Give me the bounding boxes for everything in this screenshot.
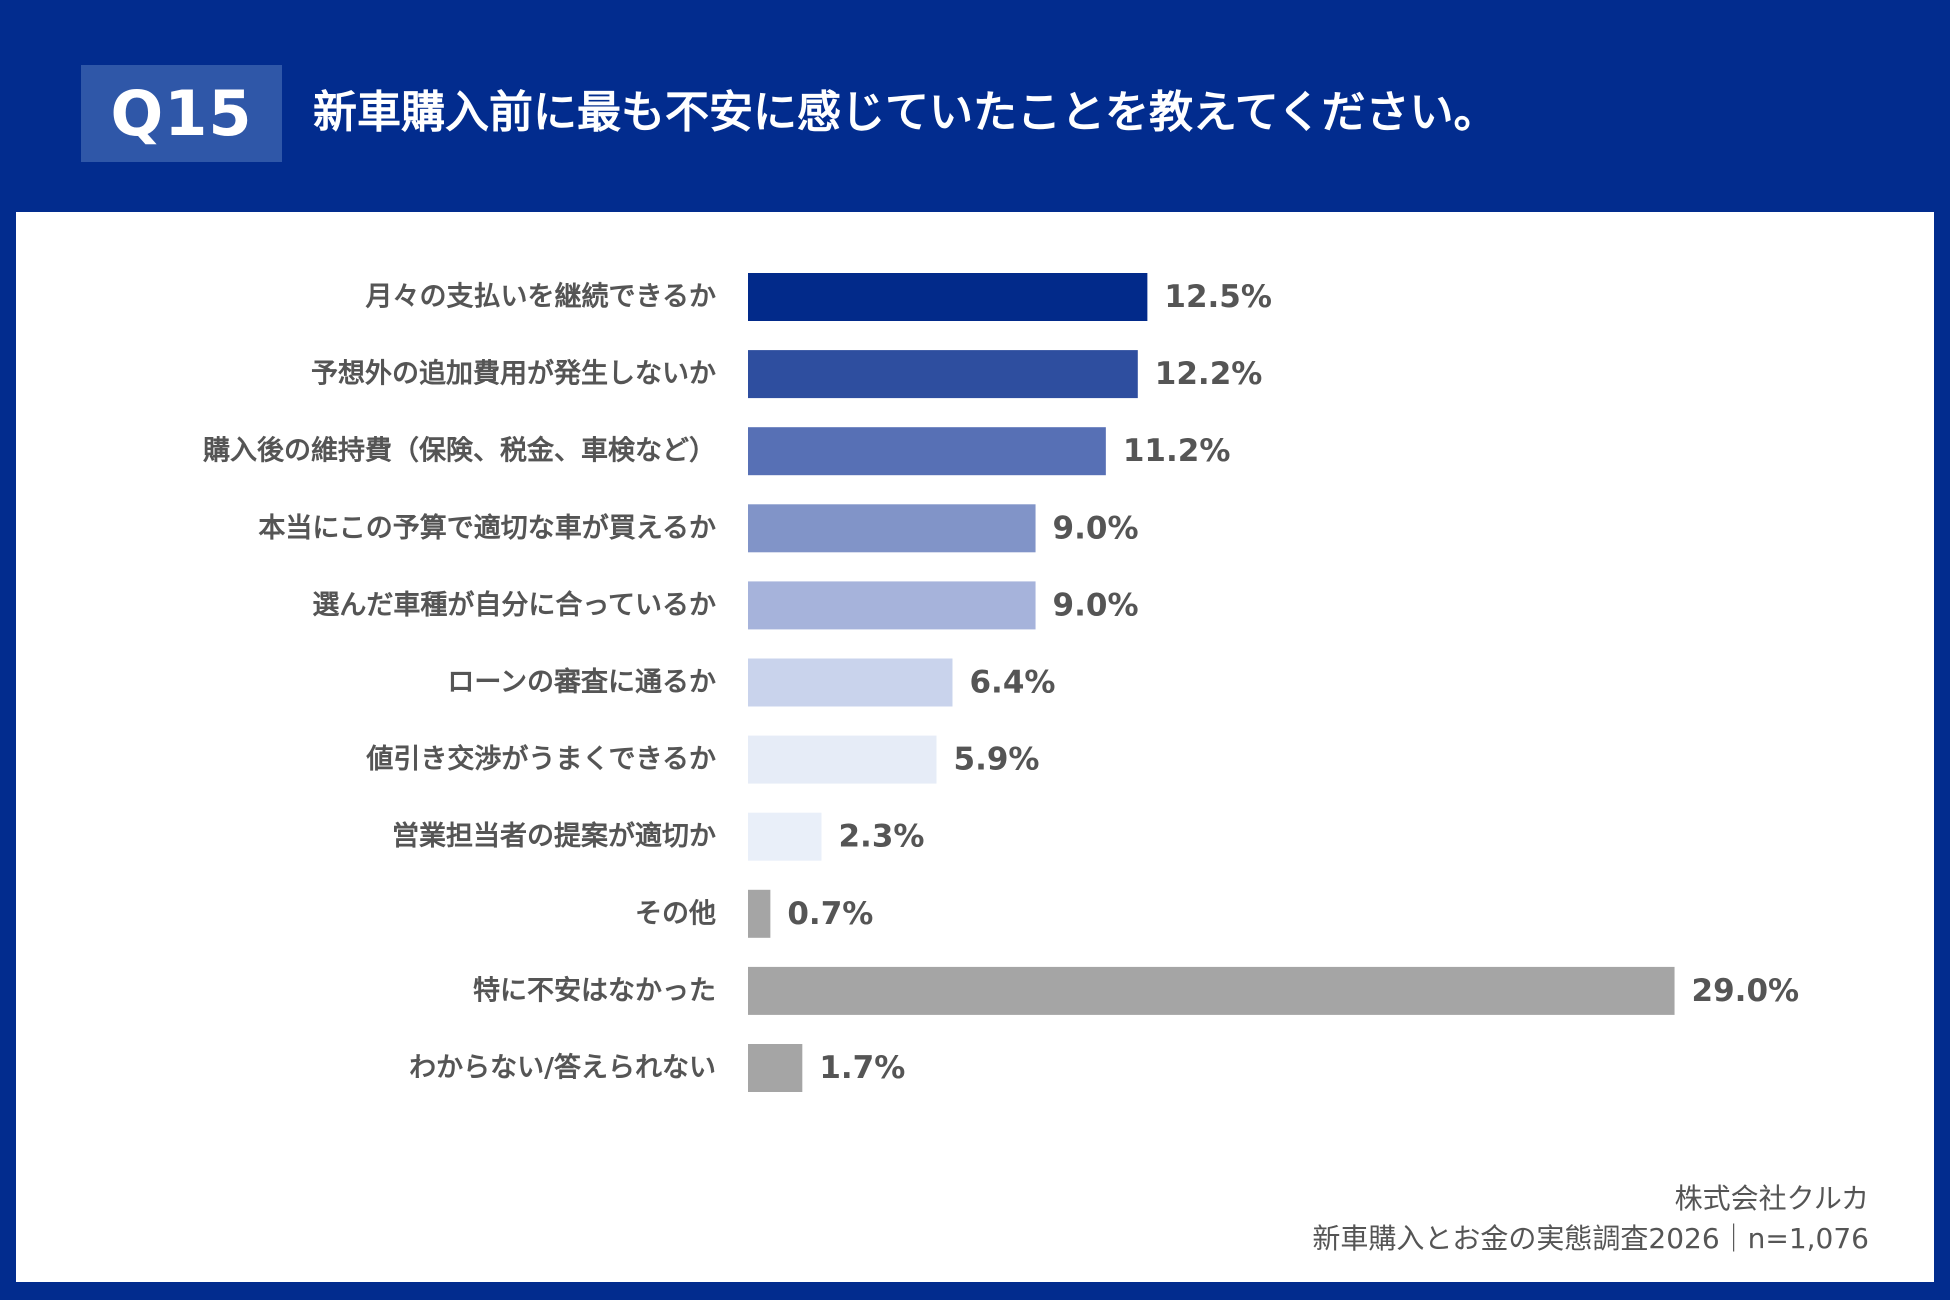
category-label: 特に不安はなかった xyxy=(473,975,716,1006)
bar xyxy=(748,1044,803,1092)
bar xyxy=(748,812,822,861)
category-label: 選んだ車種が自分に合っているか xyxy=(312,589,716,621)
value-label: 6.4% xyxy=(969,665,1055,701)
value-label: 5.9% xyxy=(954,742,1040,778)
category-label: 予想外の追加費用が発生しないか xyxy=(311,358,716,390)
bar xyxy=(748,966,1675,1015)
category-label: 本当にこの予算で適切な車が買えるか xyxy=(258,512,716,544)
value-label: 2.3% xyxy=(838,819,924,855)
chart-panel: 月々の支払いを継続できるか 12.5% 予想外の追加費用が発生しないか 12.2% 購入… xyxy=(16,212,1934,1282)
category-label: 営業担当者の提案が適切か xyxy=(392,820,716,852)
bar xyxy=(748,581,1036,630)
bar-chart: 月々の支払いを継続できるか 12.5% 予想外の追加費用が発生しないか 12.2% 購入… xyxy=(203,273,1800,1092)
category-label: ローンの審査に通るか xyxy=(447,667,716,698)
value-label: 12.2% xyxy=(1155,356,1263,392)
company-name: 株式会社クルカ xyxy=(1674,1182,1869,1215)
question-number-badge: Q15 xyxy=(81,65,282,162)
category-label: 値引き交渉がうまくできるか xyxy=(365,743,716,775)
value-label: 29.0% xyxy=(1692,973,1800,1009)
category-label: その他 xyxy=(635,898,716,929)
bar xyxy=(748,735,937,784)
value-label: 12.5% xyxy=(1164,279,1272,315)
category-label: わからない/答えられない xyxy=(409,1052,716,1084)
bar xyxy=(748,350,1138,399)
question-title: 新車購入前に最も不安に感じていたことを教えてください。 xyxy=(313,87,1498,138)
bar xyxy=(748,889,771,938)
category-label: 月々の支払いを継続できるか xyxy=(365,281,716,313)
survey-note: 新車購入とお金の実態調査2026｜n=1,076 xyxy=(1312,1222,1869,1255)
category-label: 購入後の維持費（保険、税金、車検など） xyxy=(203,435,716,467)
value-label: 9.0% xyxy=(1053,587,1139,623)
value-label: 11.2% xyxy=(1123,433,1231,469)
bar xyxy=(748,427,1106,476)
bar xyxy=(748,658,953,707)
value-label: 1.7% xyxy=(819,1050,905,1086)
value-label: 9.0% xyxy=(1053,510,1139,546)
bar xyxy=(748,273,1148,321)
bar xyxy=(748,504,1036,553)
value-label: 0.7% xyxy=(787,896,873,932)
